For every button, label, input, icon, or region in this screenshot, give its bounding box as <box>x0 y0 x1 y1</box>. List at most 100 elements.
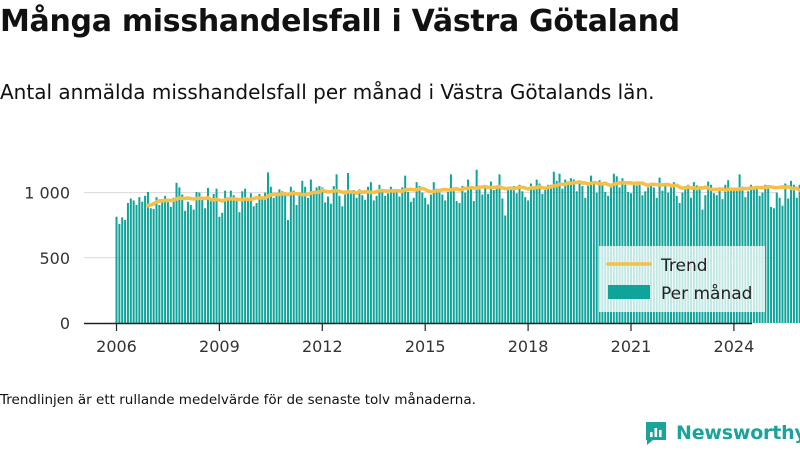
bar <box>787 198 790 323</box>
bar <box>775 192 778 323</box>
bar <box>535 179 538 323</box>
bar <box>115 216 118 323</box>
bar <box>121 217 124 323</box>
bar <box>195 191 198 323</box>
bar <box>355 197 358 323</box>
bar <box>347 173 350 323</box>
bar <box>549 184 552 323</box>
bar <box>215 188 218 323</box>
bar <box>512 186 515 323</box>
bar <box>584 197 587 323</box>
legend-trend-label: Trend <box>660 256 708 276</box>
bar <box>401 187 404 323</box>
bar <box>532 187 535 323</box>
chart-subtitle: Antal anmälda misshandelsfall per månad … <box>0 80 655 104</box>
bar <box>432 182 435 323</box>
bar <box>264 192 267 323</box>
bar <box>287 219 289 323</box>
bar <box>555 180 558 323</box>
bar <box>341 206 344 323</box>
bar <box>281 191 284 323</box>
bar <box>369 182 372 323</box>
bar <box>338 195 341 323</box>
bar <box>155 197 158 323</box>
bar <box>266 172 269 323</box>
bar <box>226 199 229 323</box>
bar <box>367 186 370 323</box>
x-tick-label: 2006 <box>96 337 137 356</box>
bar-chart: 2006 2009 2012 2015 2018 2021 2024 0 500 1 000 T… <box>24 169 800 356</box>
bar <box>209 199 212 323</box>
bar <box>421 192 424 323</box>
bar <box>487 193 490 323</box>
bar <box>558 173 561 323</box>
bar <box>372 200 375 323</box>
bar <box>361 195 364 323</box>
bar <box>461 186 464 323</box>
bar <box>318 186 321 323</box>
y-tick-label: 0 <box>60 314 70 333</box>
bar <box>395 192 398 323</box>
bar <box>467 179 470 323</box>
bar <box>398 196 401 323</box>
bar <box>184 210 187 323</box>
bar <box>407 191 410 323</box>
y-tick-label: 1 000 <box>24 184 70 203</box>
bar <box>572 179 575 323</box>
bar <box>392 191 395 323</box>
bar <box>289 186 292 323</box>
bar <box>249 193 252 323</box>
bar <box>538 183 541 323</box>
bar <box>181 194 184 323</box>
bar <box>221 212 224 323</box>
bar <box>246 200 249 323</box>
bar <box>438 192 441 323</box>
bar <box>307 197 310 323</box>
bar <box>527 200 530 323</box>
bar <box>764 184 767 323</box>
bar <box>509 186 512 323</box>
bar <box>449 174 452 323</box>
chart-title: Många misshandelsfall i Västra Götaland <box>0 4 680 39</box>
bar <box>352 189 355 323</box>
bar <box>409 201 412 323</box>
bar <box>324 202 327 323</box>
bar <box>375 195 378 323</box>
bar <box>198 192 201 323</box>
bar <box>569 178 572 323</box>
bar <box>315 187 318 323</box>
bar <box>321 187 324 323</box>
bar <box>412 197 415 323</box>
bar <box>404 175 407 323</box>
bar <box>135 204 138 323</box>
bar <box>132 200 135 323</box>
bar <box>161 202 164 323</box>
bar <box>589 175 592 323</box>
bar <box>238 212 241 323</box>
chart-legend: Trend Per månad <box>599 246 765 312</box>
bar <box>781 205 784 323</box>
brand-logo: Newsworthy <box>644 420 800 446</box>
x-tick-label: 2015 <box>405 337 446 356</box>
y-tick-label: 500 <box>39 249 70 268</box>
bar <box>524 197 527 323</box>
bar <box>272 197 275 323</box>
bar <box>564 179 567 323</box>
bar <box>284 195 287 323</box>
bar <box>541 193 544 323</box>
bar <box>118 223 121 323</box>
bar <box>770 206 773 323</box>
bar <box>552 171 555 323</box>
bar <box>235 201 238 323</box>
bar <box>126 203 129 323</box>
bar <box>575 191 578 323</box>
bar <box>472 201 475 323</box>
bar <box>278 189 281 323</box>
bar <box>329 203 332 323</box>
bar <box>124 219 127 323</box>
bar <box>384 195 387 323</box>
bar <box>521 191 524 323</box>
bar <box>595 192 598 323</box>
bar <box>138 197 141 323</box>
bar <box>178 187 181 323</box>
